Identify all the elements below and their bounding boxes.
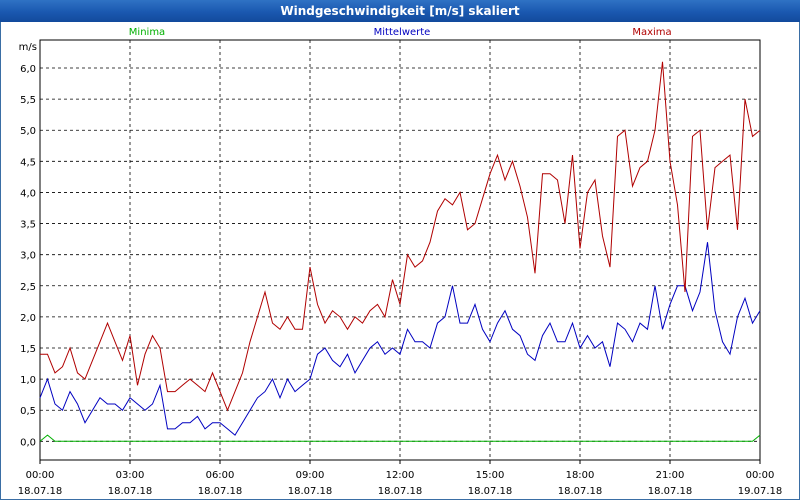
series-lines — [39, 61, 761, 442]
x-tick-date: 18.07.18 — [18, 486, 63, 497]
x-tick-date: 18.07.18 — [288, 486, 333, 497]
x-tick-date: 18.07.18 — [378, 486, 423, 497]
x-tick-date: 18.07.18 — [468, 486, 513, 497]
series-minima-line — [39, 434, 761, 442]
y-tick-label: 5,5 — [20, 95, 36, 106]
y-tick-label: 2,5 — [20, 282, 36, 293]
y-tick-label: 0,0 — [20, 437, 36, 448]
x-tick-time: 12:00 — [386, 470, 415, 481]
y-tick-label: 0,5 — [20, 406, 36, 417]
axes — [39, 39, 761, 464]
x-tick-time: 09:00 — [296, 470, 325, 481]
y-tick-label: 4,5 — [20, 157, 36, 168]
y-tick-label: 1,0 — [20, 375, 36, 386]
y-tick-label: 3,5 — [20, 220, 36, 231]
y-tick-label: 2,0 — [20, 313, 36, 324]
legend-mittelwerte: Mittelwerte — [374, 27, 431, 38]
x-tick-date: 18.07.18 — [198, 486, 243, 497]
grid-lines — [40, 40, 760, 460]
x-tick-time: 06:00 — [206, 470, 235, 481]
y-tick-label: 3,0 — [20, 251, 36, 262]
y-axis-label: m/s — [19, 42, 37, 53]
x-tick-time: 15:00 — [476, 470, 505, 481]
y-tick-label: 6,0 — [20, 64, 36, 75]
x-tick-labels: 00:00 18.07.18 03:00 18.07.18 06:00 18.07.18 0… — [18, 470, 783, 497]
y-tick-label: 4,0 — [20, 188, 36, 199]
x-tick-date: 19.07.18 — [738, 486, 783, 497]
x-tick-date: 18.07.18 — [558, 486, 603, 497]
x-tick-time: 18:00 — [566, 470, 595, 481]
window-title: Windgeschwindigkeit [m/s] skaliert — [0, 0, 800, 22]
series-maxima-line — [40, 61, 761, 412]
x-tick-time: 00:00 — [26, 470, 55, 481]
y-tick-labels: 0,0 0,5 1,0 1,5 2,0 2,5 3,0 3,5 4,0 4,5 5,0 5,5 6,0 — [20, 64, 36, 448]
y-tick-label: 5,0 — [20, 126, 36, 137]
x-tick-time: 00:00 — [746, 470, 775, 481]
x-tick-time: 21:00 — [656, 470, 685, 481]
x-tick-date: 18.07.18 — [108, 486, 153, 497]
legend-minima: Minima — [129, 27, 165, 38]
series-mittelwerte-line — [39, 242, 761, 436]
x-tick-time: 03:00 — [116, 470, 145, 481]
legend-maxima: Maxima — [632, 27, 671, 38]
x-tick-date: 18.07.18 — [648, 486, 693, 497]
y-tick-label: 1,5 — [20, 344, 36, 355]
